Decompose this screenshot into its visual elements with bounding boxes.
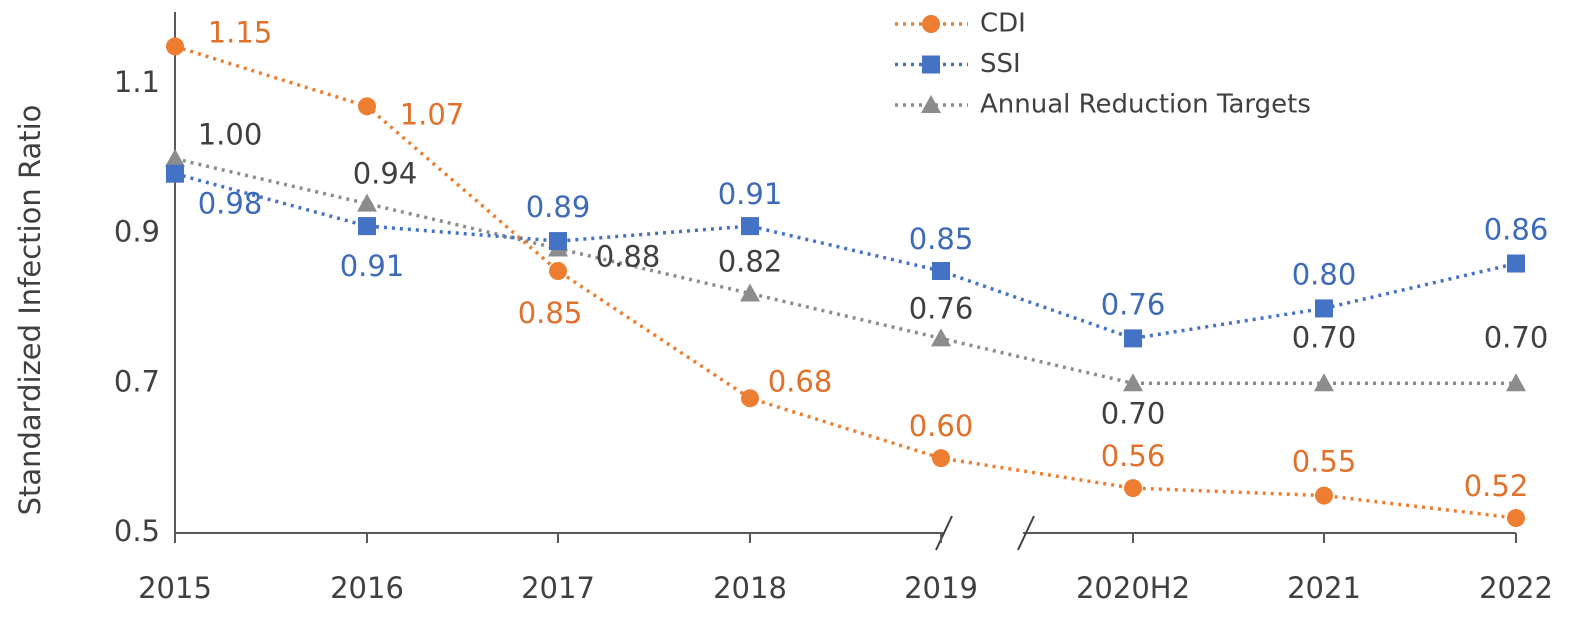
data-label: 0.76 xyxy=(909,291,974,325)
data-label: 0.55 xyxy=(1292,445,1357,479)
marker xyxy=(1124,479,1142,498)
marker xyxy=(741,389,759,408)
y-tick-label: 1.1 xyxy=(114,65,160,99)
marker xyxy=(1506,373,1526,392)
marker xyxy=(357,193,377,212)
marker xyxy=(165,148,185,167)
x-tick-label: 2022 xyxy=(1479,571,1553,605)
marker xyxy=(166,164,184,183)
x-tick-label: 2018 xyxy=(713,571,787,605)
data-label: 0.91 xyxy=(340,249,405,283)
data-label: 0.76 xyxy=(1101,287,1166,321)
marker xyxy=(922,55,940,74)
marker xyxy=(932,449,950,468)
data-label: 0.56 xyxy=(1101,439,1166,473)
data-label: 0.85 xyxy=(518,296,583,330)
data-label: 0.88 xyxy=(596,240,661,274)
marker xyxy=(1507,509,1525,528)
marker xyxy=(931,328,951,347)
x-tick-label: 2019 xyxy=(904,571,978,605)
marker xyxy=(932,262,950,280)
data-label: 0.91 xyxy=(718,177,783,211)
data-label: 0.80 xyxy=(1292,257,1357,291)
x-tick-label: 2020H2 xyxy=(1076,571,1190,605)
marker xyxy=(921,95,941,113)
marker xyxy=(1314,373,1334,392)
data-label: 0.82 xyxy=(718,244,783,278)
axis-break xyxy=(1017,515,1035,551)
axis-break xyxy=(935,515,953,551)
data-label: 1.15 xyxy=(208,15,273,49)
y-tick-label: 0.7 xyxy=(114,364,160,398)
data-label: 0.98 xyxy=(198,187,263,221)
marker xyxy=(1124,329,1142,348)
data-label: 1.07 xyxy=(400,97,465,131)
data-label: 0.85 xyxy=(909,222,974,256)
marker xyxy=(358,97,376,116)
legend-label: SSI xyxy=(980,49,1021,79)
marker xyxy=(166,37,184,56)
x-tick-label: 2021 xyxy=(1287,571,1361,605)
marker xyxy=(1315,486,1333,505)
marker xyxy=(922,15,940,33)
marker xyxy=(740,283,760,302)
y-tick-label: 0.5 xyxy=(114,514,160,548)
legend-label: Annual Reduction Targets xyxy=(980,90,1311,120)
legend-label: CDI xyxy=(980,9,1026,39)
marker xyxy=(741,217,759,236)
y-tick-label: 0.9 xyxy=(114,215,160,249)
x-tick-label: 2016 xyxy=(330,571,404,605)
data-label: 0.86 xyxy=(1484,213,1549,247)
data-label: 0.70 xyxy=(1484,320,1549,354)
x-tick-label: 2015 xyxy=(138,571,212,605)
data-label: 1.00 xyxy=(198,118,263,152)
data-label: 0.70 xyxy=(1292,320,1357,354)
data-label: 0.94 xyxy=(353,157,418,191)
marker xyxy=(1507,254,1525,273)
marker xyxy=(358,217,376,236)
marker xyxy=(549,262,567,280)
data-label: 0.89 xyxy=(526,190,591,224)
series-line xyxy=(174,171,1517,341)
y-axis-label: Standardized Infection Ratio xyxy=(13,105,47,516)
data-label: 0.52 xyxy=(1464,469,1529,503)
x-tick-label: 2017 xyxy=(521,571,595,605)
data-label: 0.70 xyxy=(1101,396,1166,430)
data-label: 0.60 xyxy=(909,409,974,443)
marker xyxy=(1123,373,1143,392)
series-line xyxy=(174,157,1516,386)
marker xyxy=(549,232,567,251)
data-label: 0.68 xyxy=(768,364,833,398)
marker xyxy=(1315,299,1333,318)
